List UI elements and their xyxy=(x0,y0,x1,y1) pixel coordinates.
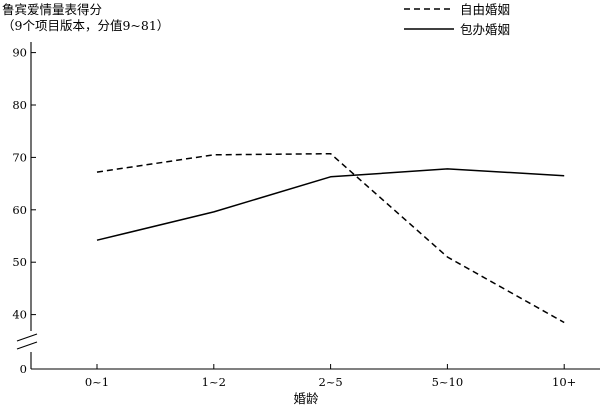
y-axis-title-line-2: （9个项目版本，分值9~81） xyxy=(2,18,170,33)
series-line-1 xyxy=(96,168,565,241)
y-tick-label-80: 80 xyxy=(12,98,27,112)
series-group xyxy=(96,152,565,324)
x-tick-label-0: 0~1 xyxy=(85,375,109,389)
y-tick-label-0: 0 xyxy=(20,362,27,376)
x-tick-label-3: 5~10 xyxy=(432,375,464,389)
x-tick-label-4: 10+ xyxy=(552,375,576,389)
y-tick-label-40: 40 xyxy=(12,308,27,322)
axis-break-mark-lower xyxy=(16,341,38,350)
axes: 0 40 50 60 70 80 90 0~1 1~2 2~5 5~10 10+ 婚龄 xyxy=(12,42,600,406)
y-tick-label-90: 90 xyxy=(12,46,27,60)
y-tick-label-50: 50 xyxy=(12,255,27,269)
legend-label-1: 包办婚姻 xyxy=(460,22,510,37)
y-tick-label-70: 70 xyxy=(12,150,27,164)
x-tick-label-1: 1~2 xyxy=(202,375,226,389)
y-axis-title-line-1: 鲁宾爱情量表得分 xyxy=(2,2,103,17)
x-axis-title: 婚龄 xyxy=(293,391,319,406)
y-tick-label-60: 60 xyxy=(12,203,27,217)
x-tick-label-2: 2~5 xyxy=(318,375,342,389)
legend-label-0: 自由婚姻 xyxy=(460,2,510,17)
series-line-0 xyxy=(96,152,565,324)
axis-break-mark-upper xyxy=(16,333,38,342)
